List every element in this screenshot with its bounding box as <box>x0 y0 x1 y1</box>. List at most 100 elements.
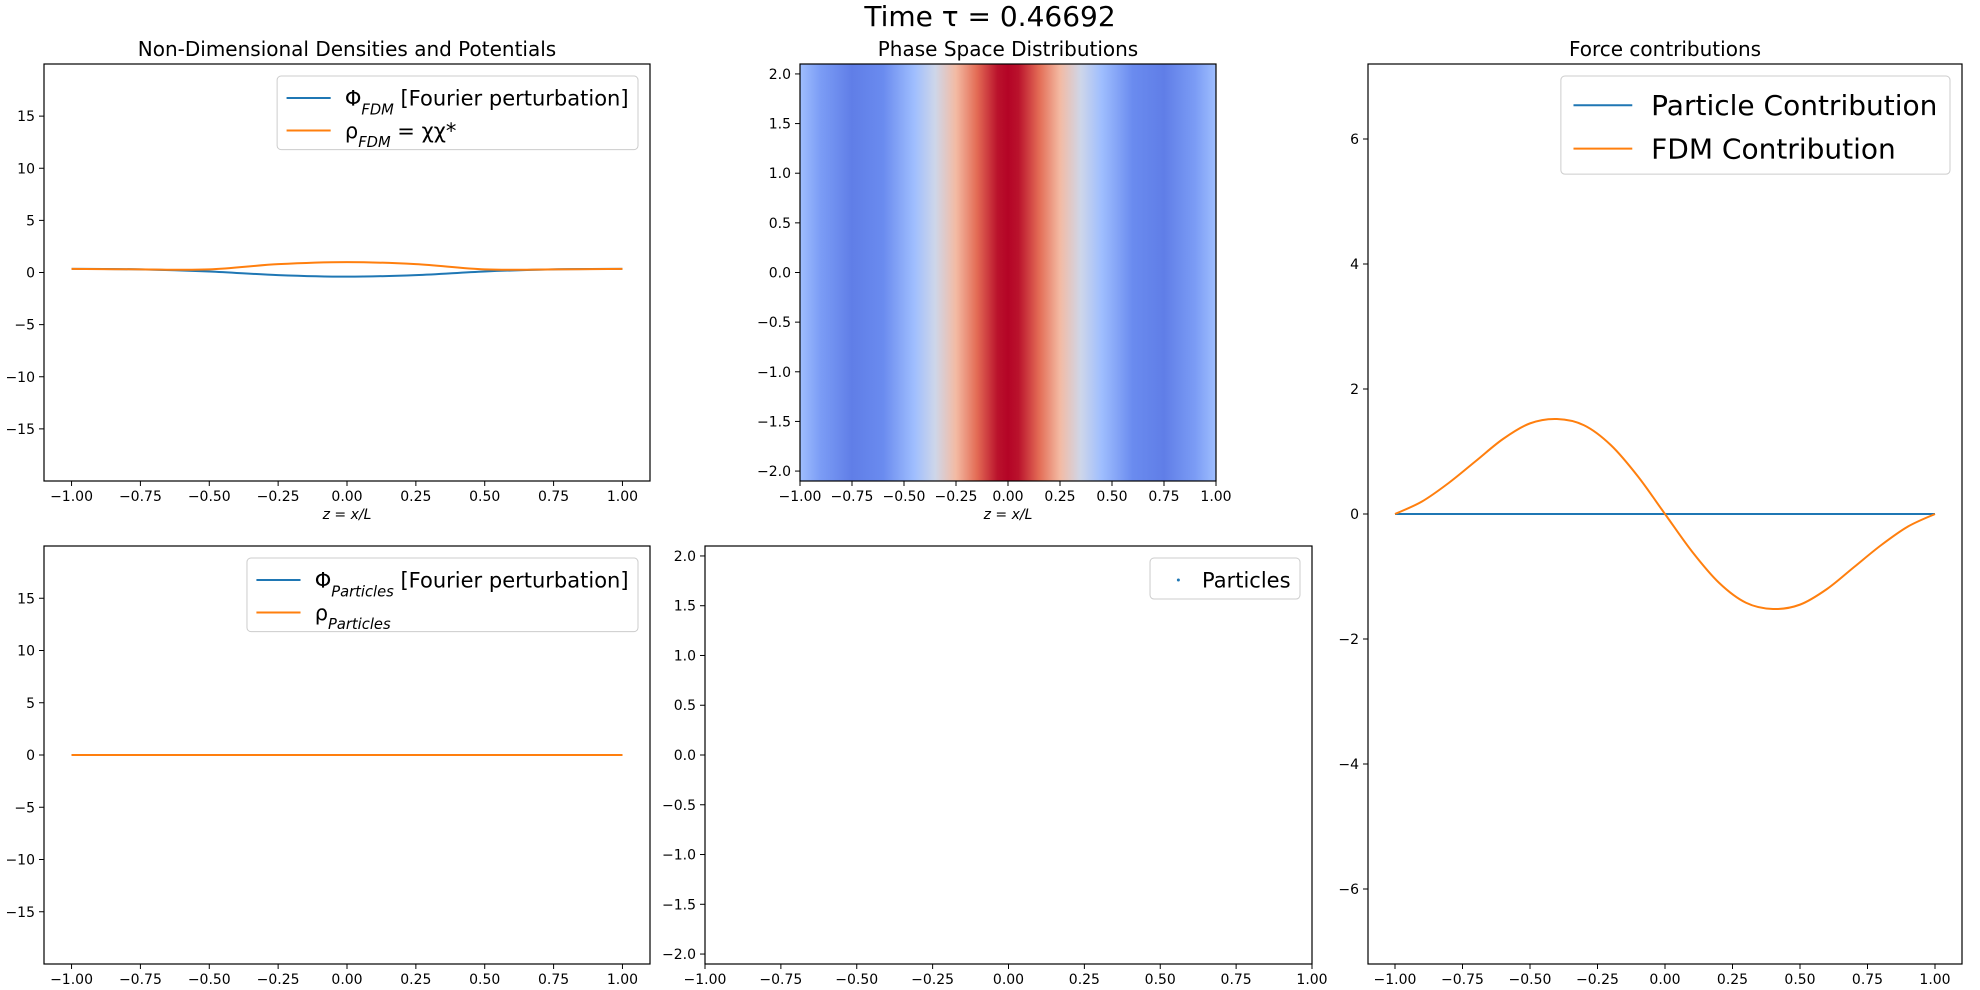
legend-label: Particles <box>1202 568 1291 592</box>
y-tick-label: −1.5 <box>757 414 791 430</box>
x-tick-label: 1.00 <box>607 489 638 505</box>
x-tick-label: −0.25 <box>1576 972 1619 988</box>
x-tick-label: 0.75 <box>1852 972 1883 988</box>
panel-phase-space-fdm: Phase Space Distributions−1.00 −0.75 −0.50… <box>757 37 1232 523</box>
axes-frame <box>43 63 651 482</box>
x-tick-label: −0.50 <box>188 489 231 505</box>
panel-title: Phase Space Distributions <box>878 37 1138 61</box>
legend: Particle Contribution FDM Contribution <box>1560 75 1951 175</box>
axes-frame <box>704 545 1313 965</box>
legend: Particles <box>1149 557 1301 600</box>
x-tick-label: −1.00 <box>1374 972 1417 988</box>
y-tick-label: 0.5 <box>674 698 696 714</box>
x-tick-label: 0.75 <box>1148 489 1179 505</box>
y-tick-label: 1.0 <box>769 166 791 182</box>
x-tick-label: 0.25 <box>400 489 431 505</box>
panel-densities-fdm: Non-Dimensional Densities and Potentials… <box>5 37 651 523</box>
y-tick-label: 5 <box>26 213 35 229</box>
y-tick-label: 0.5 <box>769 216 791 232</box>
legend: ΦParticles [Fourier perturbation]ρPartic… <box>246 557 639 633</box>
y-tick-label: −2 <box>1338 632 1359 648</box>
heatmap-image <box>800 64 1216 481</box>
y-tick-label: −0.5 <box>757 315 791 331</box>
figure-suptitle: Time τ = 0.46692 <box>863 0 1115 33</box>
x-tick-label: 0.25 <box>1069 972 1100 988</box>
y-tick-label: 1.5 <box>674 599 696 615</box>
legend-marker <box>1176 578 1180 582</box>
x-tick-label: −0.50 <box>188 972 231 988</box>
x-tick-label: −0.75 <box>119 972 162 988</box>
y-tick-label: 0 <box>26 266 35 282</box>
legend-frame <box>246 557 639 633</box>
x-tick-label: 0.00 <box>331 489 362 505</box>
x-tick-label: 0.50 <box>1784 972 1815 988</box>
x-tick-label: −0.75 <box>119 489 162 505</box>
x-tick-label: −0.75 <box>831 489 874 505</box>
x-tick-label: −0.25 <box>257 489 300 505</box>
x-tick-label: 1.00 <box>1919 972 1950 988</box>
series-line <box>71 261 623 271</box>
legend-label: ρParticles <box>315 601 391 633</box>
y-tick-label: −5 <box>14 800 35 816</box>
y-tick-label: −1.0 <box>757 365 791 381</box>
x-tick-label: −1.00 <box>684 972 727 988</box>
x-tick-label: −0.75 <box>1441 972 1484 988</box>
legend-label: ΦParticles [Fourier perturbation] <box>315 568 629 600</box>
legend-frame <box>1149 557 1301 600</box>
y-tick-label: 6 <box>1350 132 1359 148</box>
x-tick-label: 0.00 <box>993 972 1024 988</box>
y-tick-label: −2.0 <box>662 947 696 963</box>
x-tick-label: −0.50 <box>883 489 926 505</box>
x-tick-label: 1.00 <box>1296 972 1327 988</box>
y-tick-label: 2.0 <box>674 549 696 565</box>
y-tick-label: 0.0 <box>769 266 791 282</box>
x-tick-label: 0.25 <box>400 972 431 988</box>
legend-label: ρFDM = χχ* <box>345 119 457 151</box>
x-axis-label: z = x/L <box>983 507 1033 523</box>
x-tick-label: 0.75 <box>538 972 569 988</box>
y-tick-label: −15 <box>5 905 35 921</box>
x-tick-label: 0.50 <box>469 489 500 505</box>
x-tick-label: 0.75 <box>1221 972 1252 988</box>
x-tick-label: −1.00 <box>50 489 93 505</box>
panel-title: Non-Dimensional Densities and Potentials <box>138 37 556 61</box>
y-tick-label: 0 <box>26 748 35 764</box>
axes-frame <box>799 63 1217 482</box>
legend-label: FDM Contribution <box>1651 132 1896 165</box>
y-tick-label: 2 <box>1350 382 1359 398</box>
y-tick-label: 15 <box>17 591 35 607</box>
panel-densities-particles: −1.00 −0.75 −0.50 −0.25 0.00 0.25 0.50 0.75 1.00… <box>5 545 651 988</box>
axes-frame <box>1367 63 1963 965</box>
y-tick-label: 10 <box>17 161 35 177</box>
x-tick-label: −1.00 <box>779 489 822 505</box>
x-tick-label: 0.25 <box>1044 489 1075 505</box>
axes-frame <box>43 545 651 965</box>
legend-label: Particle Contribution <box>1651 89 1937 122</box>
y-tick-label: −1.0 <box>662 848 696 864</box>
x-tick-label: 0.00 <box>331 972 362 988</box>
y-tick-label: 5 <box>26 696 35 712</box>
legend-frame <box>1560 75 1951 175</box>
y-tick-label: −10 <box>5 370 35 386</box>
x-tick-label: −0.50 <box>835 972 878 988</box>
x-tick-label: 0.00 <box>992 489 1023 505</box>
y-tick-label: −4 <box>1338 757 1359 773</box>
legend-frame <box>276 75 639 151</box>
y-tick-label: 0 <box>1350 507 1359 523</box>
x-tick-label: 1.00 <box>607 972 638 988</box>
y-tick-label: −6 <box>1338 882 1359 898</box>
x-tick-label: 0.25 <box>1717 972 1748 988</box>
y-tick-label: −10 <box>5 853 35 869</box>
x-tick-label: −0.25 <box>911 972 954 988</box>
panels: Non-Dimensional Densities and Potentials… <box>5 37 1963 988</box>
y-tick-label: −2.0 <box>757 464 791 480</box>
panel-phase-space-particles: −1.00 −0.75 −0.50 −0.25 0.00 0.25 0.50 0.75 1.00… <box>662 545 1328 988</box>
y-tick-label: 2.0 <box>769 67 791 83</box>
x-tick-label: 0.00 <box>1649 972 1680 988</box>
legend-label: ΦFDM [Fourier perturbation] <box>345 86 629 118</box>
y-tick-label: −5 <box>14 318 35 334</box>
x-tick-label: −0.25 <box>935 489 978 505</box>
y-tick-label: 15 <box>17 109 35 125</box>
y-tick-label: 1.5 <box>769 117 791 133</box>
